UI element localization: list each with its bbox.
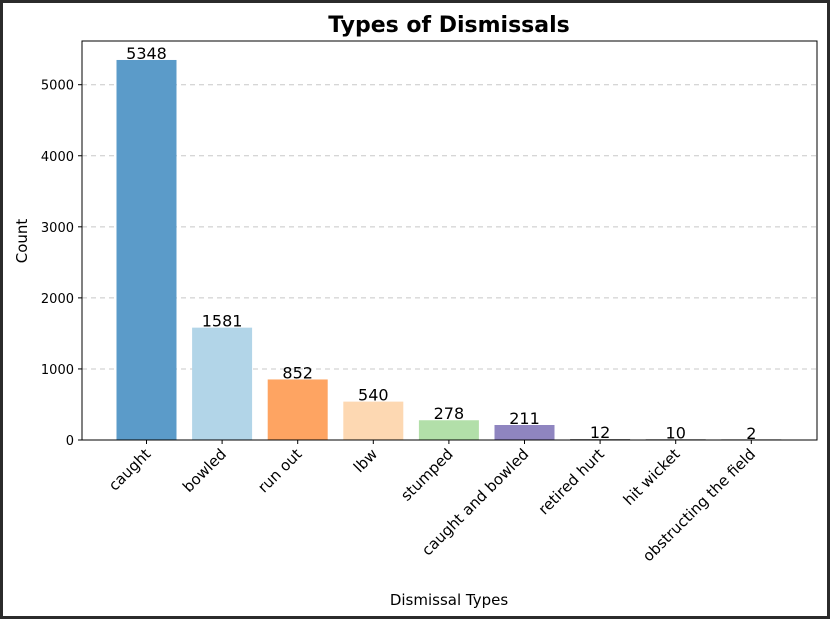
y-tick-label: 2000 (41, 292, 74, 307)
bars (116, 59, 782, 440)
x-axis-label: Dismissal Types (390, 591, 509, 609)
data-label: 1581 (202, 312, 243, 331)
chart-title: Types of Dismissals (328, 13, 570, 38)
chart-figure: Types of Dismissals 0 1000 2000 3000 4000 500… (3, 3, 827, 616)
bar-caught-and-bowled (494, 425, 555, 440)
x-tick-label: stumped (397, 445, 456, 504)
y-axis-ticks: 0 1000 2000 3000 4000 5000 (41, 79, 82, 449)
x-tick-label: run out (254, 445, 305, 496)
y-tick-label: 4000 (41, 150, 74, 165)
bar-caught (116, 59, 177, 440)
gridlines (82, 84, 817, 370)
data-labels: 5348 1581 852 540 278 211 12 10 2 (126, 44, 756, 443)
x-tick-label: caught (105, 445, 154, 494)
y-axis-label: Count (13, 219, 31, 264)
bar-run-out (267, 379, 328, 440)
y-tick-label: 0 (66, 434, 74, 449)
data-label: 211 (509, 409, 540, 428)
data-label: 540 (358, 386, 389, 405)
bar-stumped (418, 420, 479, 440)
data-label: 5348 (126, 44, 167, 63)
y-tick-label: 3000 (41, 221, 74, 236)
x-tick-label: hit wicket (620, 445, 684, 509)
bar-lbw (343, 401, 404, 440)
plot-frame (81, 40, 818, 441)
data-label: 10 (666, 423, 686, 442)
data-label: 852 (282, 363, 313, 382)
y-tick-label: 5000 (41, 79, 74, 94)
data-label: 12 (590, 423, 610, 442)
y-tick-label: 1000 (41, 363, 74, 378)
bar-chart: Types of Dismissals 0 1000 2000 3000 4000 500… (13, 13, 818, 609)
x-tick-label: bowled (179, 445, 230, 496)
bar-bowled (192, 327, 253, 440)
data-label: 2 (746, 424, 756, 443)
x-tick-label: retired hurt (535, 445, 608, 518)
data-label: 278 (434, 404, 465, 423)
x-tick-label: lbw (350, 445, 381, 476)
